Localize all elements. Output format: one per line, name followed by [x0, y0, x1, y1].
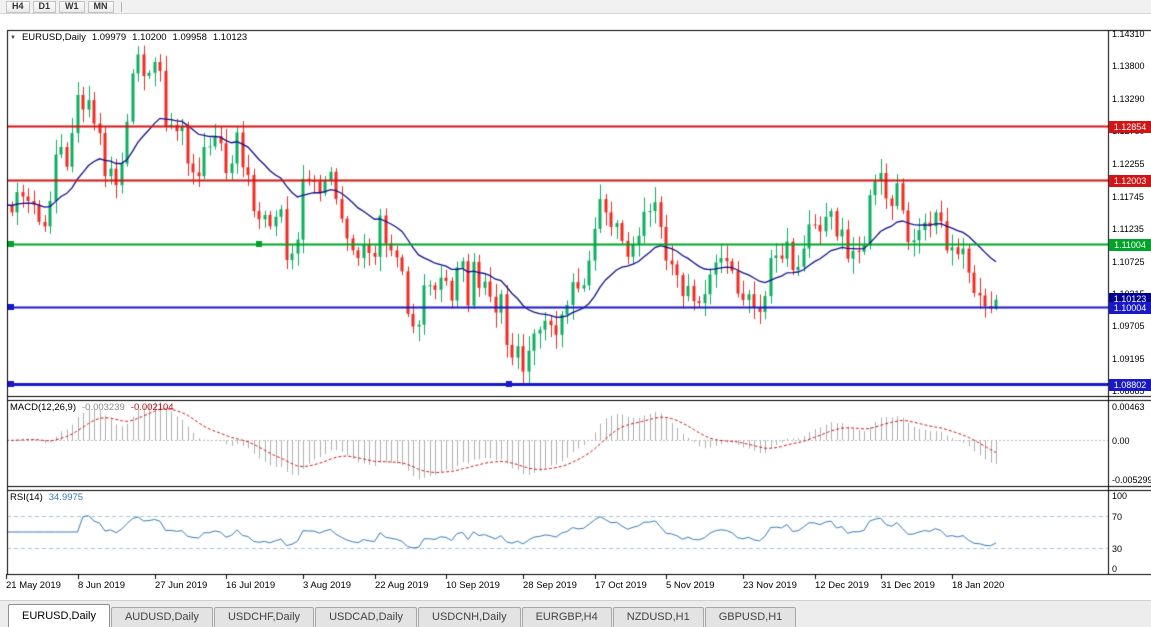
tab-eurgbp-h4[interactable]: EURGBP,H4 — [521, 607, 612, 627]
toolbar-separator — [120, 1, 122, 12]
tab-gbpusd-h1[interactable]: GBPUSD,H1 — [704, 607, 797, 627]
timeframe-button-h4[interactable]: H4 — [6, 0, 30, 13]
timeframe-button-d1[interactable]: D1 — [32, 0, 57, 13]
timeframe-toolbar: H4 D1 W1 MN — [0, 0, 1151, 14]
chart-tab-bar: EURUSD,Daily AUDUSD,Daily USDCHF,Daily U… — [0, 600, 1151, 627]
price-chart-canvas[interactable] — [0, 0, 1151, 600]
tab-usdchf-daily[interactable]: USDCHF,Daily — [213, 607, 315, 627]
timeframe-button-w1[interactable]: W1 — [59, 0, 85, 13]
tab-eurusd-daily[interactable]: EURUSD,Daily — [8, 604, 110, 627]
tab-usdcad-daily[interactable]: USDCAD,Daily — [315, 607, 418, 627]
one-click-trading-toggle-icon[interactable]: ▼ — [10, 34, 16, 41]
tab-nzdusd-h1[interactable]: NZDUSD,H1 — [612, 607, 704, 627]
tab-usdcnh-daily[interactable]: USDCNH,Daily — [418, 607, 521, 627]
timeframe-button-mn[interactable]: MN — [87, 0, 114, 13]
tab-audusd-daily[interactable]: AUDUSD,Daily — [110, 607, 213, 627]
